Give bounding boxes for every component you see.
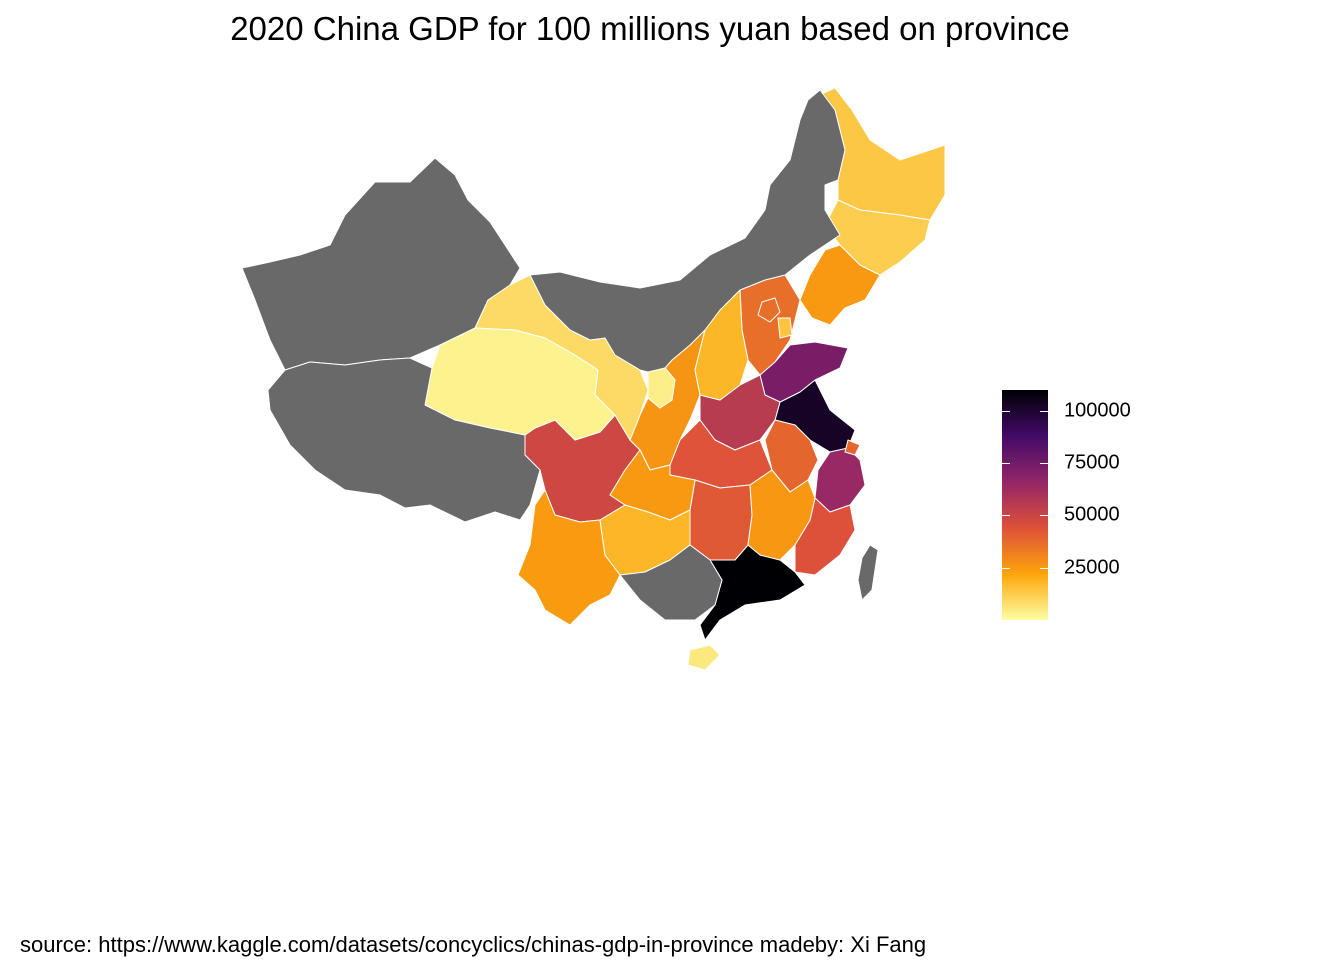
province-hainan: [687, 644, 721, 671]
chart-title: 2020 China GDP for 100 millions yuan bas…: [230, 10, 1070, 47]
province-taiwan: [857, 544, 879, 601]
source-caption: source: https://www.kaggle.com/datasets/…: [20, 932, 927, 957]
legend-tick-mark: [1040, 410, 1048, 412]
province-yunnan: [517, 489, 621, 626]
province-shanghai: [844, 439, 861, 456]
legend-tick-mark: [1002, 410, 1010, 412]
province-inner-mongolia: [529, 89, 846, 373]
province-fujian: [794, 497, 856, 576]
province-beijing: [757, 297, 781, 323]
province-jiangxi: [747, 469, 816, 561]
legend-tick-mark: [1040, 515, 1048, 517]
province-henan: [699, 374, 781, 451]
province-guangxi: [619, 544, 723, 621]
legend-tick-label: 100000: [1064, 399, 1131, 422]
legend-tick-label: 75000: [1064, 451, 1120, 474]
legend-tick-mark: [1040, 567, 1048, 569]
legend-tick-label: 50000: [1064, 503, 1120, 526]
province-tianjin: [777, 317, 793, 339]
legend-tick-label: 25000: [1064, 556, 1120, 579]
province-hunan: [689, 479, 753, 561]
legend-tick-mark: [1002, 463, 1010, 465]
color-legend: 100000 75000 50000 25000: [1002, 390, 1142, 622]
legend-tick-mark: [1002, 567, 1010, 569]
province-zhejiang: [814, 447, 866, 513]
province-tibet: [267, 357, 541, 523]
legend-tick-mark: [1040, 463, 1048, 465]
legend-tick-mark: [1002, 515, 1010, 517]
legend-color-bar: [1002, 390, 1048, 620]
